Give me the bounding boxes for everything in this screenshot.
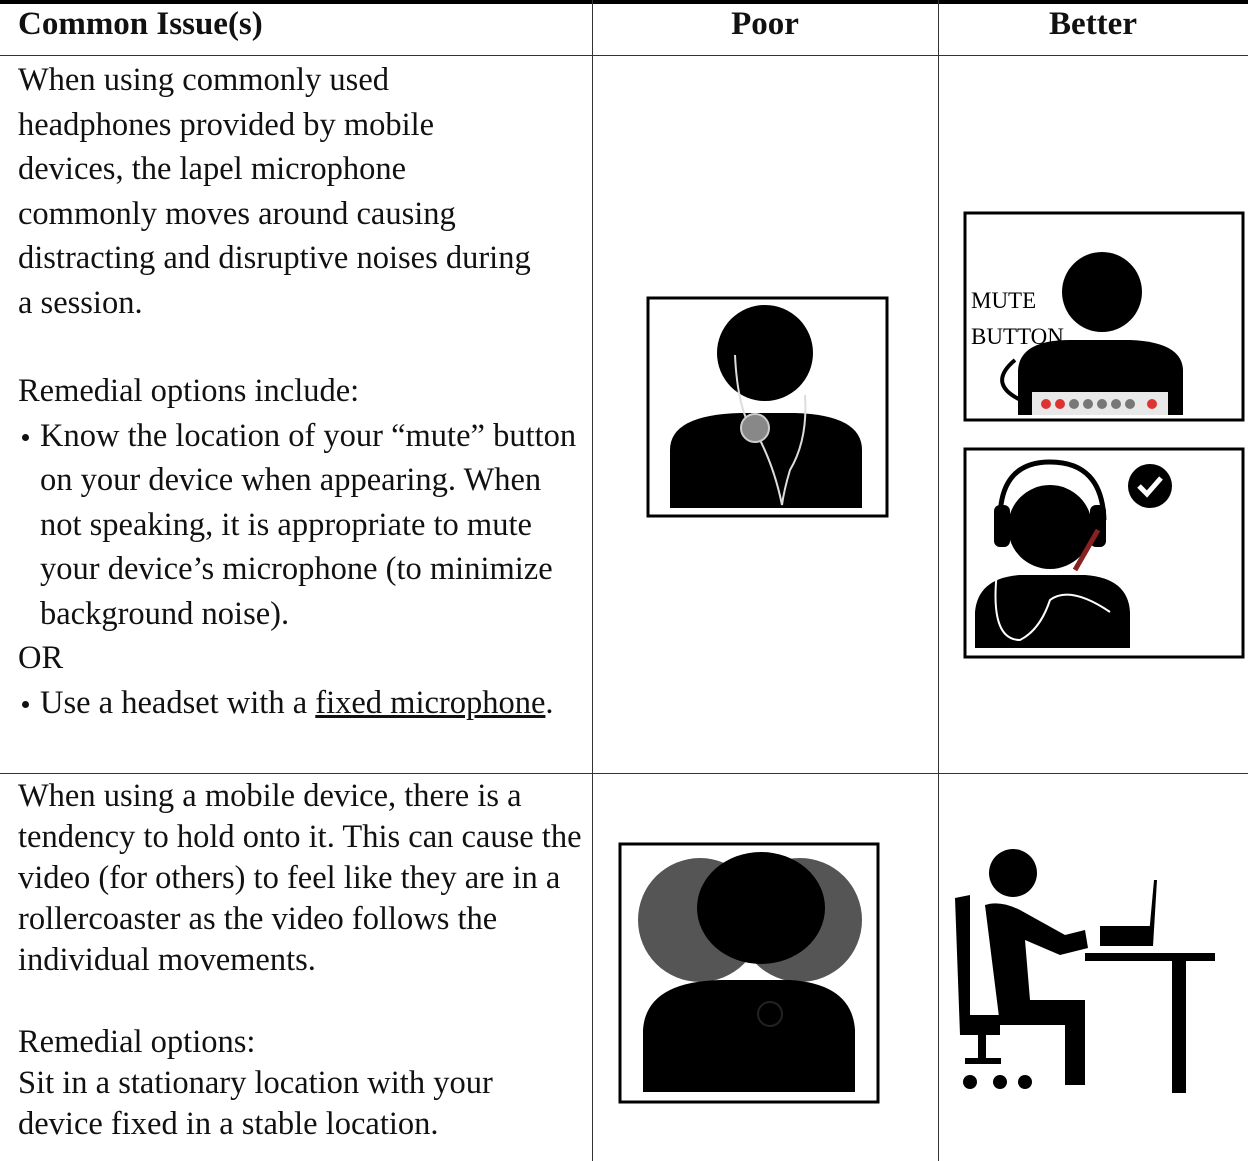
header: Better: [1049, 6, 1137, 42]
bullet-list: Use a headset with a fixed microphone.: [18, 681, 588, 726]
col-rule: [938, 0, 939, 1161]
paragraph: Remedial options include:: [18, 373, 360, 409]
header: Poor: [731, 6, 799, 42]
text: Use a headset with a: [40, 684, 316, 721]
label: MUTE: [971, 288, 1036, 313]
paragraph: When using a mobile device, there is a t…: [18, 778, 582, 978]
better-illustration: MUTE BUTTON: [963, 211, 1245, 422]
link: fixed microphone: [315, 684, 546, 721]
label: BUTTON: [971, 324, 1064, 349]
separator: OR: [18, 640, 64, 676]
text: .: [545, 684, 554, 721]
paragraph: When using commonly used headphones prov…: [18, 62, 531, 321]
issue-cell: When using a mobile device, there is a t…: [18, 776, 588, 1145]
bullet: Know the location of your “mute” button …: [22, 414, 590, 637]
paragraph: Remedial options:: [18, 1024, 256, 1060]
better-illustration: [955, 849, 1215, 1093]
bullet: Use a headset with a fixed microphone.: [22, 681, 588, 726]
better-illustration: [963, 447, 1245, 659]
poor-illustration: [618, 842, 880, 1104]
issue-cell: When using commonly used headphones prov…: [18, 58, 588, 725]
row-rule: [0, 773, 1248, 774]
top-rule: [0, 0, 1248, 4]
header: Common Issue(s): [18, 6, 263, 42]
bullet-list: Know the location of your “mute” button …: [18, 414, 588, 637]
col-rule: [592, 0, 593, 1161]
paragraph: Sit in a stationary location with your d…: [18, 1065, 493, 1142]
row-rule: [0, 55, 1248, 56]
poor-illustration: [646, 296, 889, 518]
